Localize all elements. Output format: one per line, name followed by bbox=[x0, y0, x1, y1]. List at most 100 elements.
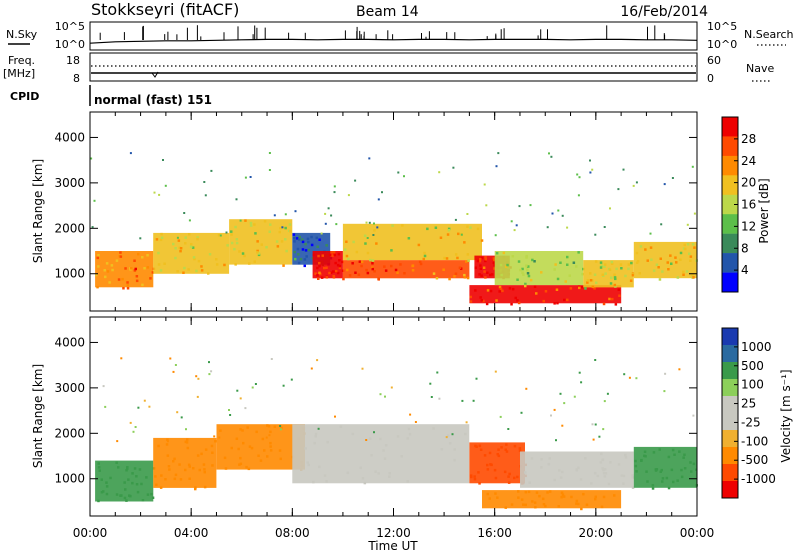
echo-speck bbox=[120, 494, 123, 497]
echo-speck bbox=[314, 435, 317, 438]
x-tick-label: 08:00 bbox=[275, 526, 310, 540]
echo-speck bbox=[672, 480, 675, 484]
echo-speck bbox=[555, 288, 559, 291]
velocity-colorbar-swatch bbox=[722, 481, 738, 499]
echo-speck bbox=[97, 265, 100, 268]
echo-speck bbox=[172, 242, 175, 246]
echo-speck bbox=[123, 481, 126, 484]
echo-speck bbox=[585, 503, 589, 506]
echo-speck bbox=[603, 265, 606, 268]
echo-speck bbox=[535, 292, 538, 295]
echo-speck bbox=[187, 268, 190, 271]
echo-speck bbox=[575, 468, 578, 472]
echo-speck bbox=[589, 159, 591, 162]
echo-speck bbox=[494, 370, 497, 373]
echo-speck bbox=[533, 285, 537, 288]
echo-speck bbox=[516, 278, 519, 281]
echo-speck bbox=[126, 281, 129, 284]
echo-speck bbox=[514, 296, 517, 300]
echo-speck bbox=[609, 282, 613, 285]
echo-speck bbox=[174, 247, 177, 250]
echo-speck bbox=[120, 357, 123, 360]
freq-label-2: [MHz] bbox=[3, 67, 35, 80]
freq-panel-frame bbox=[89, 52, 698, 82]
echo-speck bbox=[284, 213, 287, 216]
echo-speck bbox=[105, 485, 109, 488]
echo-speck bbox=[257, 253, 261, 257]
echo-speck bbox=[276, 245, 280, 248]
echo-speck bbox=[303, 258, 307, 261]
echo-speck bbox=[528, 481, 531, 484]
echo-speck bbox=[126, 284, 129, 287]
echo-speck bbox=[189, 245, 193, 248]
echo-speck bbox=[688, 252, 691, 255]
echo-speck bbox=[263, 449, 266, 452]
echo-speck bbox=[451, 433, 454, 436]
echo-speck bbox=[507, 428, 510, 430]
echo-speck bbox=[396, 435, 400, 438]
echo-speck bbox=[95, 273, 98, 277]
echo-speck bbox=[304, 249, 308, 252]
echo-speck bbox=[614, 303, 618, 306]
echo-speck bbox=[338, 266, 342, 270]
echo-speck bbox=[292, 237, 296, 240]
echo-speck bbox=[193, 257, 196, 261]
echo-speck bbox=[233, 247, 236, 251]
echo-speck bbox=[474, 289, 477, 292]
echo-speck bbox=[246, 426, 249, 429]
echo-speck bbox=[247, 467, 251, 471]
echo-speck bbox=[529, 278, 533, 282]
echo-speck bbox=[238, 250, 241, 253]
echo-speck bbox=[620, 474, 624, 477]
echo-speck bbox=[477, 471, 480, 474]
echo-speck bbox=[124, 488, 127, 491]
echo-speck bbox=[559, 392, 562, 395]
echo-speck bbox=[558, 469, 561, 472]
echo-speck bbox=[540, 466, 543, 469]
echo-speck bbox=[282, 384, 285, 387]
echo-speck bbox=[254, 232, 257, 235]
echo-region bbox=[342, 260, 470, 279]
echo-speck bbox=[522, 503, 525, 506]
echo-speck bbox=[661, 480, 664, 483]
nsky-tick-top: 10^5 bbox=[55, 20, 85, 33]
echo-speck bbox=[194, 486, 197, 489]
echo-speck bbox=[614, 285, 617, 288]
echo-speck bbox=[553, 302, 556, 305]
echo-speck bbox=[383, 265, 386, 268]
echo-speck bbox=[299, 257, 303, 261]
echo-speck bbox=[379, 437, 382, 441]
echo-speck bbox=[486, 271, 489, 274]
echo-speck bbox=[517, 301, 521, 305]
echo-speck bbox=[488, 497, 491, 500]
echo-speck bbox=[422, 257, 425, 261]
echo-speck bbox=[192, 467, 195, 470]
echo-speck bbox=[150, 492, 153, 496]
echo-speck bbox=[484, 259, 487, 263]
nsearch-tick-top: 10^5 bbox=[707, 20, 737, 33]
x-axis-label: Time UT bbox=[367, 539, 418, 553]
echo-speck bbox=[278, 230, 281, 234]
echo-speck bbox=[678, 368, 681, 371]
power-heatmap bbox=[90, 152, 698, 306]
echo-speck bbox=[517, 490, 520, 493]
echo-speck bbox=[280, 240, 284, 243]
echo-speck bbox=[282, 264, 285, 267]
echo-speck bbox=[365, 221, 368, 224]
echo-speck bbox=[383, 457, 387, 460]
echo-speck bbox=[141, 499, 145, 502]
echo-speck bbox=[615, 267, 618, 271]
echo-speck bbox=[497, 152, 500, 155]
echo-speck bbox=[230, 230, 233, 233]
echo-speck bbox=[577, 194, 580, 197]
echo-speck bbox=[208, 253, 212, 256]
echo-speck bbox=[188, 233, 191, 236]
velocity-colorbar-label: -500 bbox=[741, 453, 768, 467]
echo-speck bbox=[517, 260, 521, 263]
echo-speck bbox=[373, 270, 376, 273]
echo-speck bbox=[613, 276, 617, 279]
echo-speck bbox=[365, 439, 368, 441]
echo-speck bbox=[243, 254, 246, 258]
date-title: 16/Feb/2014 bbox=[620, 4, 708, 20]
echo-speck bbox=[463, 276, 467, 279]
